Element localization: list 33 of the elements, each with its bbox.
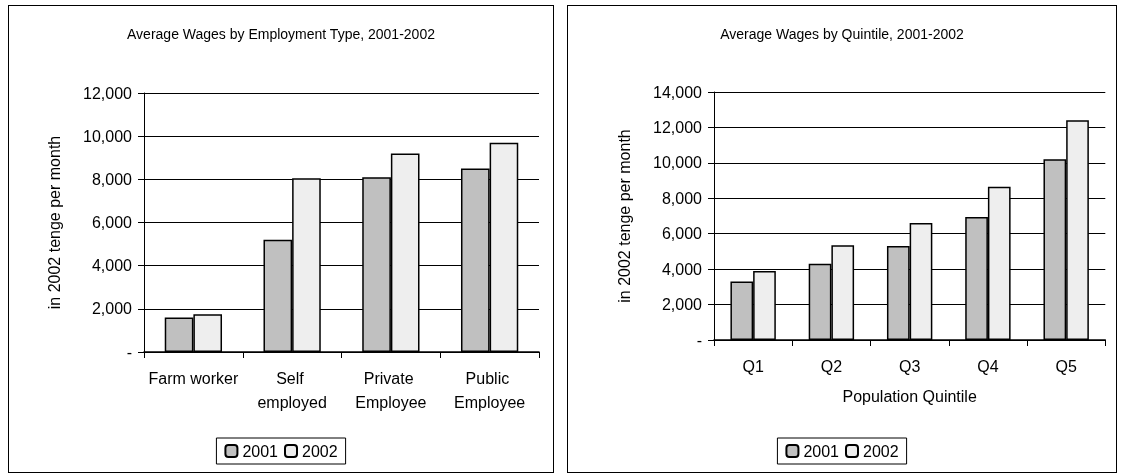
x-axis-title: Population Quintile bbox=[842, 387, 977, 405]
x-tick-label: Private Employee bbox=[355, 369, 427, 411]
legend-label: 2001 bbox=[242, 442, 279, 460]
y-tick-label: 4,000 bbox=[661, 260, 703, 278]
x-tick-label: Q4 bbox=[977, 357, 999, 375]
y-tick-label: 10,000 bbox=[653, 154, 703, 172]
x-tick-label: Q3 bbox=[898, 357, 921, 375]
chart-title: Average Wages by Employment Type, 2001-2002 bbox=[127, 26, 436, 42]
x-tick-label: Q2 bbox=[820, 357, 843, 375]
y-tick-label: - bbox=[696, 331, 702, 349]
y-tick-label: 2,000 bbox=[91, 300, 133, 318]
y-axis-title: in 2002 tenge per month bbox=[615, 129, 633, 303]
legend-label: 2002 bbox=[302, 442, 338, 460]
y-tick-label: 2,000 bbox=[661, 296, 703, 314]
x-tick-label: Farm worker bbox=[148, 369, 239, 387]
x-tick-label: Public Employee bbox=[454, 369, 526, 411]
y-tick-label: 12,000 bbox=[653, 118, 703, 136]
x-tick-label: Self employed bbox=[257, 369, 327, 411]
y-tick-label: 12,000 bbox=[83, 84, 133, 102]
x-tick-label: Q5 bbox=[1055, 357, 1077, 375]
y-tick-label: 6,000 bbox=[91, 214, 133, 231]
chart-title: Average Wages by Quintile, 2001-2002 bbox=[720, 26, 965, 42]
y-tick-label: - bbox=[126, 343, 132, 361]
y-tick-label: 8,000 bbox=[661, 189, 703, 207]
y-axis-title: in 2002 tenge per month bbox=[45, 135, 63, 310]
x-tick-label: Q1 bbox=[742, 357, 764, 375]
y-tick-label: 6,000 bbox=[661, 225, 703, 243]
y-tick-label: 4,000 bbox=[91, 257, 133, 275]
legend-label: 2001 bbox=[803, 442, 840, 460]
y-tick-label: 14,000 bbox=[653, 83, 703, 101]
y-tick-label: 10,000 bbox=[83, 127, 133, 145]
legend-label: 2002 bbox=[863, 442, 899, 460]
y-tick-label: 8,000 bbox=[91, 170, 133, 188]
